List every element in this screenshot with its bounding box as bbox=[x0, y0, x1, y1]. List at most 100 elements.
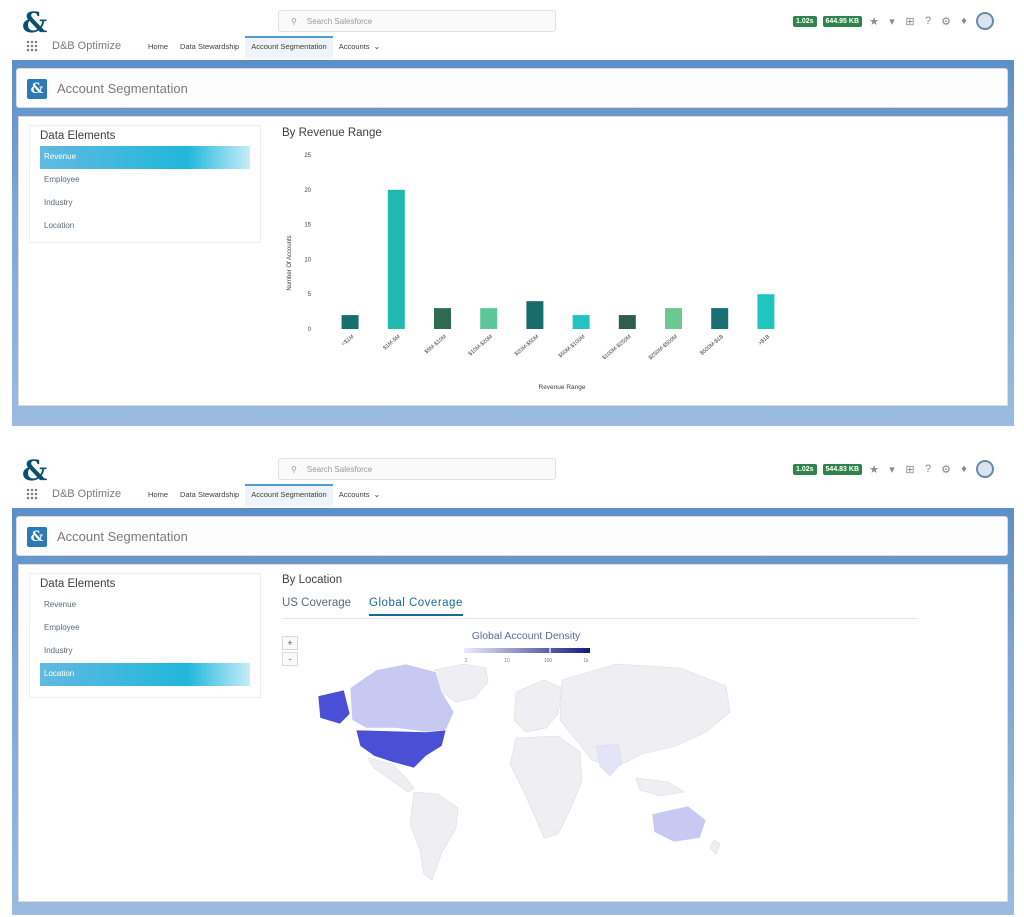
star-icon[interactable]: ★ bbox=[869, 463, 879, 476]
chevron-down-icon[interactable]: ▾ bbox=[889, 463, 895, 476]
dnb-logo[interactable]: & bbox=[22, 454, 48, 487]
x-tick-label: $50M-$100M bbox=[558, 334, 587, 360]
header-tools: 1.02s 544.83 KB ★ ▾ ⊞ ? ⚙ ♦ bbox=[793, 460, 994, 478]
usa-region[interactable] bbox=[355, 729, 447, 769]
zoom-in-button[interactable]: + bbox=[282, 636, 298, 650]
chevron-down-icon[interactable]: ⌄ bbox=[373, 42, 381, 51]
southeast-asia-region[interactable] bbox=[635, 777, 685, 797]
x-tick-label: $250M-$500M bbox=[648, 334, 679, 362]
africa-region[interactable] bbox=[509, 735, 583, 839]
bell-icon[interactable]: ♦ bbox=[961, 15, 967, 27]
nav-account-segmentation[interactable]: Account Segmentation bbox=[245, 36, 333, 58]
data-elements-title: Data Elements bbox=[40, 578, 116, 590]
nav-accounts[interactable]: Accounts ⌄ bbox=[333, 36, 387, 58]
india-region[interactable] bbox=[595, 743, 623, 777]
navbar: D&B Optimize Home Data Stewardship Accou… bbox=[0, 36, 1024, 58]
page-title: Account Segmentation bbox=[57, 81, 188, 96]
search-placeholder: Search Salesforce bbox=[306, 17, 373, 26]
chevron-down-icon[interactable]: ⌄ bbox=[373, 490, 381, 499]
navbar: D&B Optimize Home Data Stewardship Accou… bbox=[0, 484, 1024, 506]
dnb-app-icon: & bbox=[27, 79, 47, 99]
tab-global-coverage[interactable]: Global Coverage bbox=[369, 597, 463, 616]
nav-accounts[interactable]: Accounts ⌄ bbox=[333, 484, 387, 506]
bar-0[interactable] bbox=[341, 315, 359, 329]
app-launcher-icon[interactable] bbox=[26, 488, 38, 500]
y-tick-label: 15 bbox=[304, 223, 311, 229]
sidebar-item-location[interactable]: Location bbox=[44, 221, 75, 230]
bar-9[interactable] bbox=[757, 294, 775, 329]
add-icon[interactable]: ⊞ bbox=[905, 463, 915, 476]
add-icon[interactable]: ⊞ bbox=[905, 15, 915, 28]
app-name: D&B Optimize bbox=[52, 488, 122, 500]
location-title: By Location bbox=[282, 574, 343, 586]
canada-region[interactable] bbox=[349, 663, 455, 733]
sidebar-item-location[interactable]: Location bbox=[40, 663, 250, 686]
bar-4[interactable] bbox=[526, 301, 544, 329]
sidebar-item-industry[interactable]: Industry bbox=[44, 646, 73, 655]
x-tick-label: <$1M bbox=[341, 334, 356, 348]
gear-icon[interactable]: ⚙ bbox=[941, 15, 951, 28]
nav-account-segmentation[interactable]: Account Segmentation bbox=[245, 484, 333, 506]
alaska-region[interactable] bbox=[317, 689, 351, 725]
legend-color-bar bbox=[464, 648, 590, 653]
x-tick-label: $20M-$50M bbox=[514, 334, 541, 358]
search-input[interactable]: ⚲ Search Salesforce bbox=[278, 10, 556, 32]
sidebar-item-employee[interactable]: Employee bbox=[44, 623, 80, 632]
x-axis-label: Revenue Range bbox=[539, 384, 586, 391]
help-icon[interactable]: ? bbox=[924, 15, 932, 27]
asia-region[interactable] bbox=[559, 663, 731, 769]
sidebar-item-revenue[interactable]: Revenue bbox=[40, 146, 250, 169]
australia-region[interactable] bbox=[651, 805, 707, 843]
bar-6[interactable] bbox=[618, 315, 636, 329]
nav-accounts-label: Accounts bbox=[338, 490, 370, 499]
gear-icon[interactable]: ⚙ bbox=[941, 463, 951, 476]
nav-data-stewardship[interactable]: Data Stewardship bbox=[180, 490, 240, 499]
y-tick-label: 20 bbox=[304, 188, 311, 194]
search-icon: ⚲ bbox=[291, 465, 297, 474]
sidebar-item-employee[interactable]: Employee bbox=[44, 175, 80, 184]
bar-5[interactable] bbox=[572, 315, 590, 329]
timing-badge: 1.02s bbox=[793, 15, 817, 27]
app-launcher-icon[interactable] bbox=[26, 40, 38, 52]
chevron-down-icon[interactable]: ▾ bbox=[889, 15, 895, 28]
central-america-region[interactable] bbox=[367, 757, 415, 793]
data-elements-panel: Data Elements Revenue Employee Industry … bbox=[29, 573, 261, 698]
search-placeholder: Search Salesforce bbox=[306, 465, 373, 474]
legend-tick: 1k bbox=[583, 658, 589, 664]
new-zealand-region[interactable] bbox=[709, 839, 721, 855]
size-badge: 644.95 KB bbox=[822, 15, 862, 27]
search-input[interactable]: ⚲ Search Salesforce bbox=[278, 458, 556, 480]
nav-data-stewardship[interactable]: Data Stewardship bbox=[180, 42, 240, 51]
page-header: & Account Segmentation bbox=[16, 68, 1008, 108]
header-tools: 1.02s 644.95 KB ★ ▾ ⊞ ? ⚙ ♦ bbox=[793, 12, 994, 30]
nav-home[interactable]: Home bbox=[148, 490, 169, 499]
sidebar-item-industry[interactable]: Industry bbox=[44, 198, 73, 207]
europe-region[interactable] bbox=[513, 679, 563, 733]
y-tick-label: 0 bbox=[308, 327, 312, 333]
avatar[interactable] bbox=[976, 12, 994, 30]
bell-icon[interactable]: ♦ bbox=[961, 463, 967, 475]
bar-1[interactable] bbox=[387, 189, 405, 329]
bar-8[interactable] bbox=[711, 308, 729, 329]
dnb-logo[interactable]: & bbox=[22, 6, 48, 39]
y-tick-label: 5 bbox=[308, 292, 312, 298]
bar-3[interactable] bbox=[480, 308, 498, 329]
legend-tick: 10 bbox=[504, 658, 510, 664]
data-elements-panel: Data Elements Revenue Employee Industry … bbox=[29, 125, 261, 243]
bar-7[interactable] bbox=[665, 308, 682, 329]
zoom-out-button[interactable]: - bbox=[282, 652, 298, 666]
chart-title: By Revenue Range bbox=[282, 127, 382, 139]
nav-home[interactable]: Home bbox=[148, 42, 169, 51]
south-america-region[interactable] bbox=[409, 791, 459, 881]
legend-tick: 100 bbox=[544, 658, 553, 664]
sidebar-item-revenue[interactable]: Revenue bbox=[44, 600, 77, 609]
help-icon[interactable]: ? bbox=[924, 463, 932, 475]
page-title: Account Segmentation bbox=[57, 529, 188, 544]
avatar[interactable] bbox=[976, 460, 994, 478]
size-badge: 544.83 KB bbox=[822, 463, 862, 475]
tab-us-coverage[interactable]: US Coverage bbox=[282, 597, 352, 609]
screenshot-revenue: & ⚲ Search Salesforce 1.02s 644.95 KB ★ ▾… bbox=[0, 0, 1024, 428]
bar-2[interactable] bbox=[434, 308, 451, 329]
greenland-region[interactable] bbox=[433, 663, 489, 703]
star-icon[interactable]: ★ bbox=[869, 15, 879, 28]
